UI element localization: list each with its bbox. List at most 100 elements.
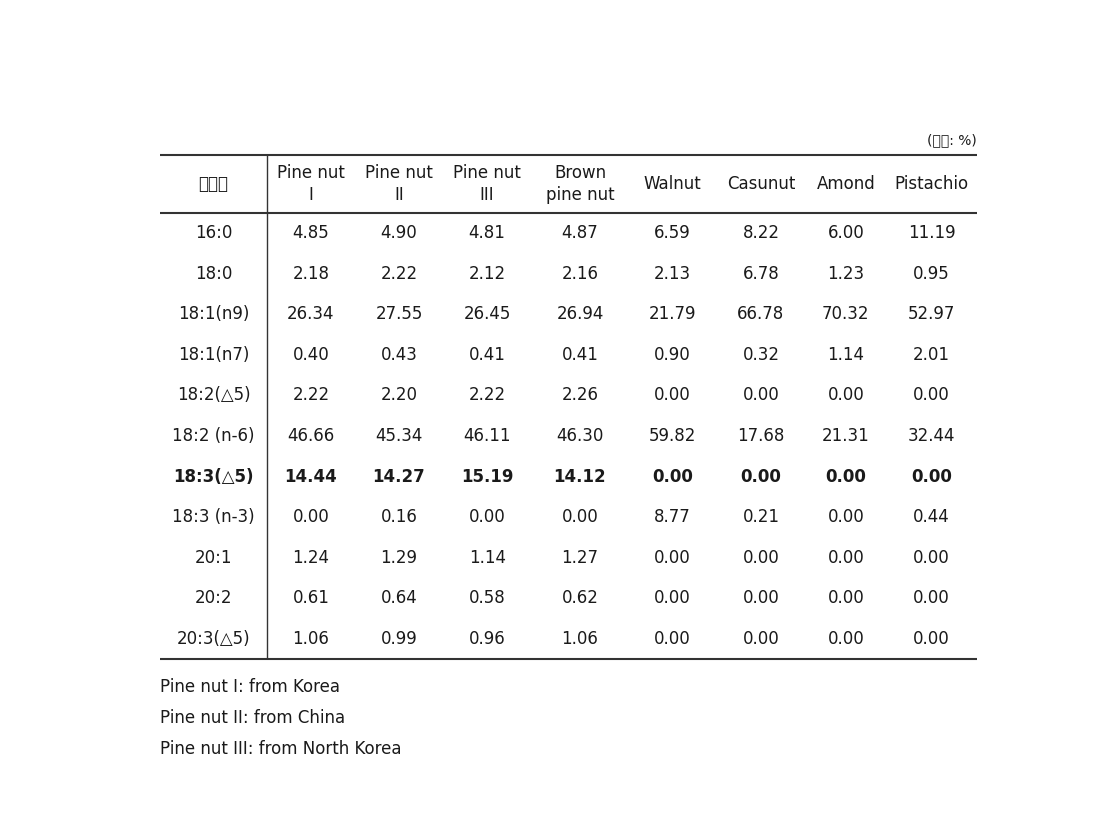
Text: 0.96: 0.96 xyxy=(469,630,506,648)
Text: 70.32: 70.32 xyxy=(822,305,869,324)
Text: 0.00: 0.00 xyxy=(652,467,693,486)
Text: 0.00: 0.00 xyxy=(743,630,780,648)
Text: 2.16: 2.16 xyxy=(561,265,599,283)
Text: Pine nut II: from China: Pine nut II: from China xyxy=(160,709,345,727)
Text: Walnut: Walnut xyxy=(644,175,702,193)
Text: 45.34: 45.34 xyxy=(375,427,423,445)
Text: 0.58: 0.58 xyxy=(469,589,506,607)
Text: 1.27: 1.27 xyxy=(561,548,599,567)
Text: 0.43: 0.43 xyxy=(380,346,417,364)
Text: Pine nut
III: Pine nut III xyxy=(454,164,521,204)
Text: 26.34: 26.34 xyxy=(287,305,335,324)
Text: 0.00: 0.00 xyxy=(293,508,329,526)
Text: 14.12: 14.12 xyxy=(553,467,607,486)
Text: 2.26: 2.26 xyxy=(561,386,599,405)
Text: 2.13: 2.13 xyxy=(654,265,691,283)
Text: 0.41: 0.41 xyxy=(561,346,599,364)
Text: 11.19: 11.19 xyxy=(908,224,956,242)
Text: 0.00: 0.00 xyxy=(654,386,691,405)
Text: 0.00: 0.00 xyxy=(827,630,864,648)
Text: 0.00: 0.00 xyxy=(913,386,950,405)
Text: 14.44: 14.44 xyxy=(285,467,337,486)
Text: 1.24: 1.24 xyxy=(293,548,329,567)
Text: Pine nut III: from North Korea: Pine nut III: from North Korea xyxy=(160,740,401,758)
Text: 4.87: 4.87 xyxy=(561,224,599,242)
Text: 0.00: 0.00 xyxy=(827,508,864,526)
Text: 1.14: 1.14 xyxy=(469,548,506,567)
Text: 15.19: 15.19 xyxy=(461,467,513,486)
Text: (단위: %): (단위: %) xyxy=(927,133,977,147)
Text: 2.18: 2.18 xyxy=(293,265,329,283)
Text: 0.00: 0.00 xyxy=(741,467,782,486)
Text: 0.95: 0.95 xyxy=(913,265,950,283)
Text: 14.27: 14.27 xyxy=(373,467,426,486)
Text: 17.68: 17.68 xyxy=(737,427,784,445)
Text: 21.31: 21.31 xyxy=(822,427,869,445)
Text: 27.55: 27.55 xyxy=(375,305,423,324)
Text: Pistachio: Pistachio xyxy=(895,175,968,193)
Text: 2.22: 2.22 xyxy=(380,265,418,283)
Text: 0.00: 0.00 xyxy=(912,467,952,486)
Text: 18:2(△5): 18:2(△5) xyxy=(176,386,251,405)
Text: Casunut: Casunut xyxy=(726,175,795,193)
Text: 8.77: 8.77 xyxy=(654,508,691,526)
Text: 1.06: 1.06 xyxy=(561,630,599,648)
Text: 0.00: 0.00 xyxy=(827,548,864,567)
Text: 0.00: 0.00 xyxy=(825,467,866,486)
Text: 59.82: 59.82 xyxy=(649,427,696,445)
Text: 4.90: 4.90 xyxy=(380,224,417,242)
Text: 32.44: 32.44 xyxy=(908,427,955,445)
Text: 0.40: 0.40 xyxy=(293,346,329,364)
Text: 1.14: 1.14 xyxy=(827,346,864,364)
Text: 2.12: 2.12 xyxy=(469,265,506,283)
Text: 16:0: 16:0 xyxy=(195,224,232,242)
Text: 20:1: 20:1 xyxy=(195,548,232,567)
Text: 66.78: 66.78 xyxy=(737,305,784,324)
Text: 0.00: 0.00 xyxy=(913,630,950,648)
Text: 0.00: 0.00 xyxy=(743,386,780,405)
Text: 46.66: 46.66 xyxy=(287,427,335,445)
Text: 6.59: 6.59 xyxy=(654,224,691,242)
Text: 18:2 (n-6): 18:2 (n-6) xyxy=(172,427,255,445)
Text: Pine nut
I: Pine nut I xyxy=(277,164,345,204)
Text: 1.06: 1.06 xyxy=(293,630,329,648)
Text: 0.00: 0.00 xyxy=(827,386,864,405)
Text: 0.00: 0.00 xyxy=(561,508,599,526)
Text: 0.00: 0.00 xyxy=(654,589,691,607)
Text: Brown
pine nut: Brown pine nut xyxy=(546,164,614,204)
Text: 0.00: 0.00 xyxy=(913,548,950,567)
Text: Pine nut
II: Pine nut II xyxy=(365,164,433,204)
Text: 46.11: 46.11 xyxy=(464,427,511,445)
Text: 2.22: 2.22 xyxy=(469,386,506,405)
Text: 4.81: 4.81 xyxy=(469,224,506,242)
Text: 0.00: 0.00 xyxy=(654,548,691,567)
Text: 8.22: 8.22 xyxy=(742,224,780,242)
Text: 20:2: 20:2 xyxy=(195,589,232,607)
Text: 18:1(n9): 18:1(n9) xyxy=(177,305,250,324)
Text: 6.00: 6.00 xyxy=(827,224,864,242)
Text: 0.00: 0.00 xyxy=(654,630,691,648)
Text: 지방산: 지방산 xyxy=(199,175,228,193)
Text: 2.01: 2.01 xyxy=(913,346,950,364)
Text: Amond: Amond xyxy=(816,175,875,193)
Text: 0.64: 0.64 xyxy=(380,589,417,607)
Text: 52.97: 52.97 xyxy=(908,305,955,324)
Text: 0.00: 0.00 xyxy=(913,589,950,607)
Text: 18:3 (n-3): 18:3 (n-3) xyxy=(172,508,255,526)
Text: 1.29: 1.29 xyxy=(380,548,417,567)
Text: 0.41: 0.41 xyxy=(469,346,506,364)
Text: 20:3(△5): 20:3(△5) xyxy=(176,630,251,648)
Text: 18:3(△5): 18:3(△5) xyxy=(173,467,254,486)
Text: 0.61: 0.61 xyxy=(293,589,329,607)
Text: 0.44: 0.44 xyxy=(913,508,950,526)
Text: 18:0: 18:0 xyxy=(195,265,232,283)
Text: 0.32: 0.32 xyxy=(742,346,780,364)
Text: 26.94: 26.94 xyxy=(557,305,603,324)
Text: Pine nut I: from Korea: Pine nut I: from Korea xyxy=(160,678,340,696)
Text: 0.21: 0.21 xyxy=(742,508,780,526)
Text: 2.20: 2.20 xyxy=(380,386,417,405)
Text: 0.16: 0.16 xyxy=(380,508,417,526)
Text: 26.45: 26.45 xyxy=(464,305,511,324)
Text: 18:1(n7): 18:1(n7) xyxy=(177,346,250,364)
Text: 2.22: 2.22 xyxy=(293,386,329,405)
